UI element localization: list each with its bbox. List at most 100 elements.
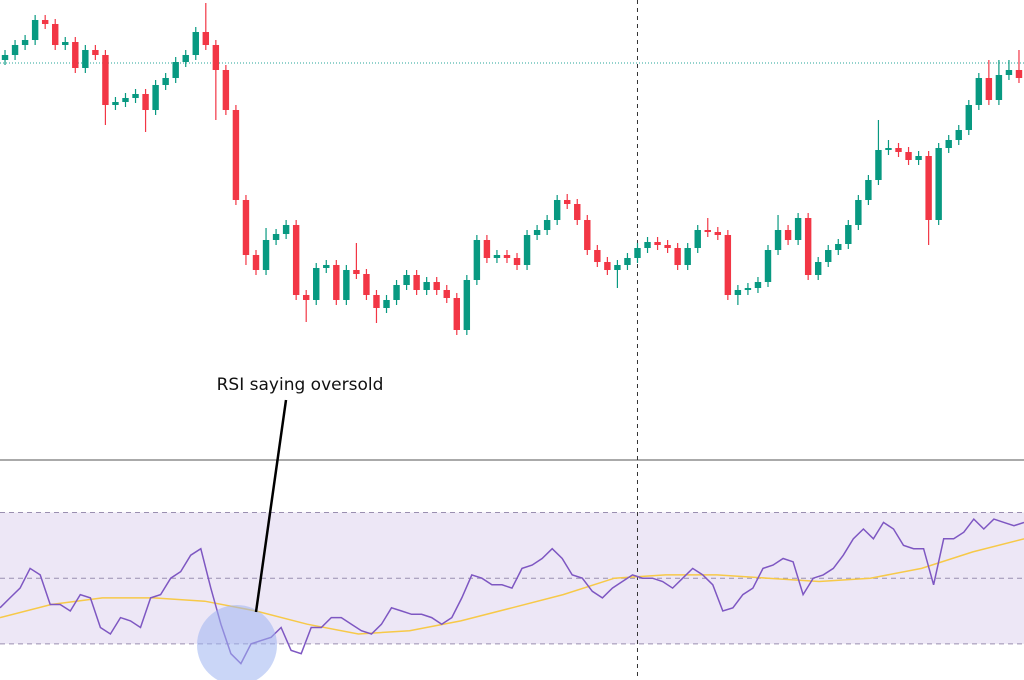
candle-body [403,275,410,285]
candle-body [82,50,89,68]
candle-body [584,220,591,250]
candle-body [564,200,571,204]
candle-body [343,270,350,300]
candle-body [574,204,581,220]
rsi-line [0,517,1024,665]
candle-body [905,152,912,160]
candle-body [945,140,952,148]
candle-body [302,295,310,300]
candle-body [423,282,430,290]
candle-body [132,94,139,98]
candle-body [323,265,330,268]
candle-body [784,230,792,240]
candle-body [553,200,561,220]
candle-body [804,218,812,275]
candle-body [895,148,902,152]
candle-body [292,225,300,295]
candle-body [764,250,772,282]
candle-body [62,42,69,45]
candle-body [363,274,370,295]
candle-body [865,180,872,200]
candle-body [443,290,450,298]
candle-body [242,200,250,255]
candle-body [814,262,822,275]
candle-body [433,282,440,290]
candle-body [122,98,129,102]
candle-body [684,248,691,265]
candle-body [52,24,59,45]
candle-body [282,225,290,234]
candle-body [955,130,962,140]
candle-body [192,32,199,55]
candle-body [172,62,179,78]
candle-body [152,85,159,110]
candle-body [383,300,390,308]
candle-body [212,45,220,70]
candle-body [353,270,360,274]
candle-body [634,248,641,258]
candle-body [674,248,681,265]
candle-body [453,298,460,330]
candle-body [794,218,802,240]
candle-body [493,255,501,258]
candle-body [543,220,551,230]
candle-body [463,280,471,330]
candle-body [162,78,169,85]
candle-body [925,156,932,220]
candle-body [182,55,189,62]
candle-body [523,235,531,265]
annotation-arrow [254,399,288,613]
candle-body [825,250,832,262]
candle-body [102,55,109,105]
candle-body [373,295,380,308]
candle-body [664,245,671,248]
candle-body [262,240,270,270]
candle-body [142,94,149,110]
candle-body [995,75,1003,100]
candle-body [724,235,732,295]
highlight-circle [197,605,277,680]
candle-body [252,255,260,270]
candle-body [11,45,19,55]
candle-body [855,200,862,225]
annotation: RSI saying oversold [217,375,384,395]
candle-body [835,244,842,250]
candle-body [845,225,852,244]
candle-body [754,282,762,288]
candle-body [112,102,119,105]
candle-body [654,242,661,245]
candle-body [975,78,983,105]
candle-body [734,290,742,295]
candle-body [915,156,922,160]
candle-body [594,250,601,262]
candle-body [72,42,79,68]
candle-body [714,232,722,235]
candle-body [744,288,752,290]
candle-body [483,240,491,258]
candle-body [202,32,210,45]
candle-body [774,230,782,250]
candle-body [41,20,49,24]
candle-body [1,55,9,60]
candle-body [272,234,280,240]
candle-body [232,110,240,200]
candle-body [393,285,400,300]
candle-body [885,148,892,150]
candle-body [31,20,39,40]
candle-body [604,262,611,270]
candle-body [473,240,481,280]
candle-body [513,258,521,265]
candle-body [333,265,340,300]
candle-body [92,50,99,55]
candle-body [413,275,420,290]
candle-body [624,258,631,265]
rsi-ma-line [0,538,1024,635]
candle-body [985,78,993,100]
candle-body [694,230,701,248]
candle-body [875,150,882,180]
candle-body [313,268,320,300]
candle-body [222,70,230,110]
candle-body [965,105,972,130]
candle-body [614,265,621,270]
